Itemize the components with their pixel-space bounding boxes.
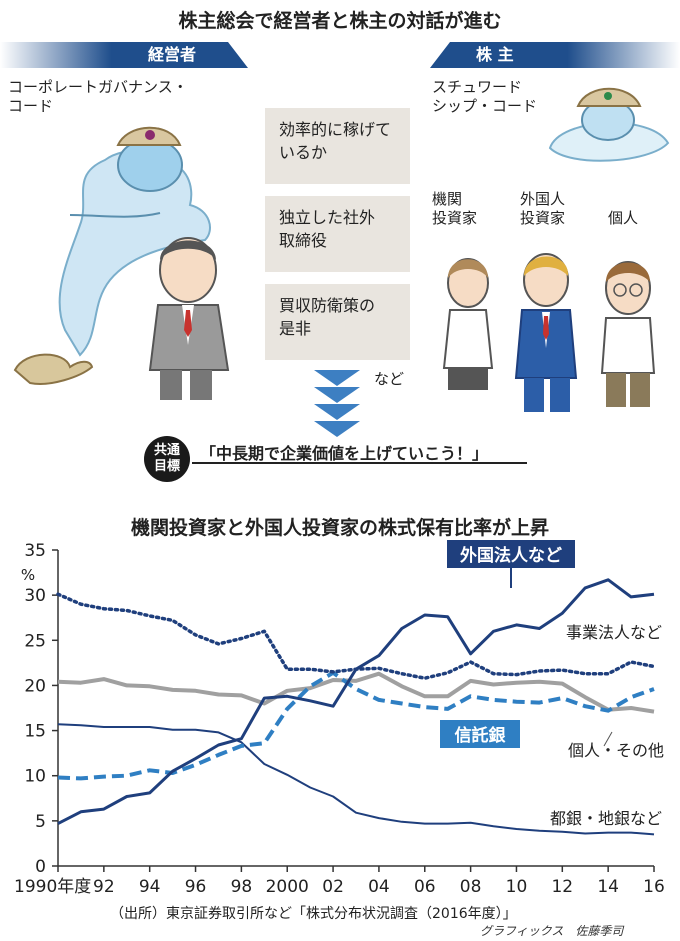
x-tick-label: 12 bbox=[551, 877, 573, 897]
graphics-credit: グラフィックス 佐藤季司 bbox=[480, 924, 624, 938]
y-tick-label: 5 bbox=[35, 812, 46, 832]
y-tick-label: 10 bbox=[24, 767, 46, 787]
institutional-investor-figure bbox=[442, 258, 494, 390]
topic-card-2-line2: 取締役 bbox=[279, 231, 328, 250]
series-label-box-0 bbox=[447, 540, 575, 568]
source-note: （出所）東京証券取引所など「株式分布状況調査（2016年度）」 bbox=[110, 906, 517, 922]
down-chevrons-icon bbox=[314, 370, 360, 437]
x-tick-label: 2000 bbox=[266, 877, 309, 897]
shareholder-label-foreign: 外国人 投資家 bbox=[520, 190, 565, 228]
manager-banner: 経営者 bbox=[0, 42, 248, 68]
topic-card-3: 買収防衛策の 是非 bbox=[265, 284, 410, 360]
governance-code-caption-line1: コーポレートガバナンス・ bbox=[8, 78, 188, 96]
topic-card-3-line2: 是非 bbox=[279, 319, 312, 338]
series-label-3: 信託銀 bbox=[455, 725, 506, 746]
topic-card-1: 効率的に稼げて いるか bbox=[265, 108, 410, 184]
shareholding-ratio-line-chart: 0 5 10 15 20 25 30 35% 1990年度 92 94 96 98 2000 02 04 06 0… bbox=[14, 540, 665, 897]
y-tick-label: 25 bbox=[24, 631, 46, 651]
magic-lamp-illustration bbox=[13, 353, 94, 385]
y-tick-label: 30 bbox=[24, 586, 46, 606]
series-label-leader-2 bbox=[603, 731, 613, 747]
manager-banner-label: 経営者 bbox=[148, 45, 197, 64]
y-tick-label: 15 bbox=[24, 722, 46, 742]
foreign-investor-figure bbox=[514, 253, 578, 412]
x-tick-label: 92 bbox=[93, 877, 115, 897]
series-label-1: 事業法人など bbox=[566, 623, 662, 642]
x-tick-label: 98 bbox=[231, 877, 253, 897]
series-line-1 bbox=[56, 592, 656, 680]
shareholder-banner: 株 主 bbox=[430, 42, 680, 68]
stewardship-code-caption: スチュワード シップ・コード bbox=[432, 78, 537, 116]
page-title: 株主総会で経営者と株主の対話が進む bbox=[178, 10, 502, 32]
shareholder-banner-shape bbox=[430, 42, 680, 68]
series-line-0 bbox=[57, 578, 655, 825]
genie-illustration bbox=[58, 126, 211, 357]
series-line-3 bbox=[57, 670, 655, 781]
x-tick-label: 14 bbox=[597, 877, 619, 897]
common-goal-text: 「中長期で企業価値を上げていこう！」 bbox=[200, 444, 489, 463]
governance-code-caption: コーポレートガバナンス・ コード bbox=[8, 78, 188, 116]
x-tick-label: 06 bbox=[414, 877, 436, 897]
stewardship-genie-illustration bbox=[548, 87, 670, 162]
topic-card-2: 独立した社外 取締役 bbox=[265, 196, 410, 272]
topic-card-1-line2: いるか bbox=[279, 143, 328, 162]
individual-investor-figure bbox=[600, 261, 656, 407]
shareholder-label-institutional-line1: 機関 bbox=[432, 190, 463, 208]
topic-card-3-line1: 買収防衛策の bbox=[279, 296, 376, 315]
shareholder-label-institutional: 機関 投資家 bbox=[432, 190, 477, 228]
genie-and-executive-illustration bbox=[13, 126, 230, 400]
series-line-2 bbox=[57, 671, 655, 714]
x-tick-label: 08 bbox=[460, 877, 482, 897]
series-label-4: 都銀・地銀など bbox=[550, 809, 662, 828]
x-tick-label: 16 bbox=[643, 877, 665, 897]
stewardship-code-caption-line2: シップ・コード bbox=[432, 97, 538, 115]
series-line-4 bbox=[57, 723, 655, 836]
x-tick-label: 10 bbox=[506, 877, 528, 897]
series-label-0: 外国法人など bbox=[460, 545, 562, 566]
shareholder-banner-label: 株 主 bbox=[476, 45, 514, 64]
x-tick-label: 04 bbox=[368, 877, 390, 897]
shareholder-label-individual-line1: 個人 bbox=[608, 209, 639, 227]
topic-card-1-line1: 効率的に稼げて bbox=[279, 120, 392, 139]
series-label-2: 個人・その他 bbox=[568, 741, 664, 760]
series-label-box-3 bbox=[440, 720, 520, 748]
shareholder-label-foreign-line1: 外国人 bbox=[520, 190, 566, 208]
y-axis-unit: % bbox=[21, 566, 35, 584]
x-tick-label: 94 bbox=[139, 877, 161, 897]
chart-title: 機関投資家と外国人投資家の株式保有比率が上昇 bbox=[130, 517, 549, 539]
y-tick-label: 20 bbox=[24, 676, 46, 696]
manager-banner-shape bbox=[0, 42, 248, 68]
common-goal-underline bbox=[192, 462, 527, 464]
common-goal-badge-line2: 目標 bbox=[153, 459, 180, 474]
shareholder-label-institutional-line2: 投資家 bbox=[432, 209, 478, 227]
shareholders-illustration bbox=[442, 253, 656, 412]
topic-card-2-line1: 独立した社外 bbox=[279, 208, 376, 227]
y-tick-label: 0 bbox=[35, 857, 46, 877]
shareholder-label-individual: 個人 bbox=[608, 209, 638, 228]
governance-code-caption-line2: コード bbox=[8, 97, 54, 115]
y-tick-label: 35 bbox=[24, 541, 46, 561]
executive-illustration bbox=[148, 237, 230, 400]
x-tick-label: 02 bbox=[322, 877, 344, 897]
topics-etc-label: など bbox=[374, 370, 405, 388]
x-tick-label: 1990年度 bbox=[14, 877, 91, 897]
common-goal-badge: 共通 目標 bbox=[144, 436, 190, 482]
x-tick-label: 96 bbox=[185, 877, 207, 897]
shareholder-label-foreign-line2: 投資家 bbox=[520, 209, 566, 227]
stewardship-code-caption-line1: スチュワード bbox=[432, 78, 523, 96]
common-goal-badge-line1: 共通 bbox=[153, 443, 180, 458]
